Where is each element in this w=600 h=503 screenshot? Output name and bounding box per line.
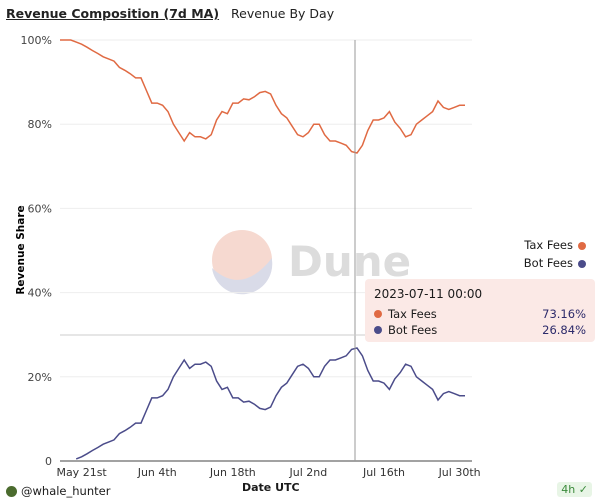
y-axis-label: Revenue Share (15, 205, 27, 294)
x-tick-label: Jul 30th (438, 466, 481, 479)
tooltip-row-bot-fees: Bot Fees 26.84% (374, 323, 586, 337)
x-tick-label: May 21st (56, 466, 107, 479)
x-tick-label: Jun 18th (209, 466, 256, 479)
legend-item-bot-fees[interactable]: Bot Fees (524, 254, 586, 272)
avatar (6, 485, 17, 497)
legend-dot (578, 241, 586, 250)
watermark-text: Dune (288, 237, 411, 286)
y-tick-label: 60% (28, 202, 52, 215)
x-tick-label: Jul 2nd (289, 466, 328, 479)
age-text: 4h (561, 483, 576, 496)
series-dot (374, 310, 382, 318)
refresh-age-badge[interactable]: 4h ✓ (557, 482, 592, 497)
legend-item-tax-fees[interactable]: Tax Fees (524, 236, 586, 254)
x-tick-label: Jun 4th (137, 466, 177, 479)
tooltip-date: 2023-07-11 00:00 (374, 287, 483, 301)
tab-revenue-by-day[interactable]: Revenue By Day (231, 6, 335, 21)
tooltip-series-name: Tax Fees (388, 307, 437, 321)
series-line-bot-fees[interactable] (75, 347, 465, 460)
series-dot (374, 326, 382, 334)
y-tick-label: 20% (28, 371, 52, 384)
dune-watermark: Dune (212, 230, 411, 295)
legend: Tax Fees Bot Fees (524, 236, 586, 272)
tooltip-value: 73.16% (542, 307, 586, 321)
y-tick-label: 40% (28, 287, 52, 300)
tooltip-row-tax-fees: Tax Fees 73.16% (374, 307, 586, 321)
x-tick-label: Jul 16th (362, 466, 405, 479)
x-axis-label: Date UTC (242, 481, 300, 494)
y-tick-label: 80% (28, 118, 52, 131)
hover-tooltip: 2023-07-11 00:00 Tax Fees 73.16% Bot Fee… (365, 279, 595, 342)
series-line-tax-fees[interactable] (60, 39, 465, 154)
y-tick-label: 0 (45, 455, 52, 468)
y-tick-label: 100% (21, 34, 52, 47)
tooltip-series-name: Bot Fees (388, 323, 438, 337)
author-name: @whale_hunter (21, 484, 111, 498)
author[interactable]: @whale_hunter (6, 484, 110, 498)
legend-dot (578, 259, 586, 268)
tab-revenue-composition[interactable]: Revenue Composition (7d MA) (6, 6, 220, 21)
check-circle-icon: ✓ (578, 483, 588, 496)
legend-label: Bot Fees (523, 256, 573, 270)
legend-label: Tax Fees (524, 238, 573, 252)
tooltip-value: 26.84% (542, 323, 586, 337)
tab-bar: Revenue Composition (7d MA) Revenue By D… (6, 6, 334, 21)
